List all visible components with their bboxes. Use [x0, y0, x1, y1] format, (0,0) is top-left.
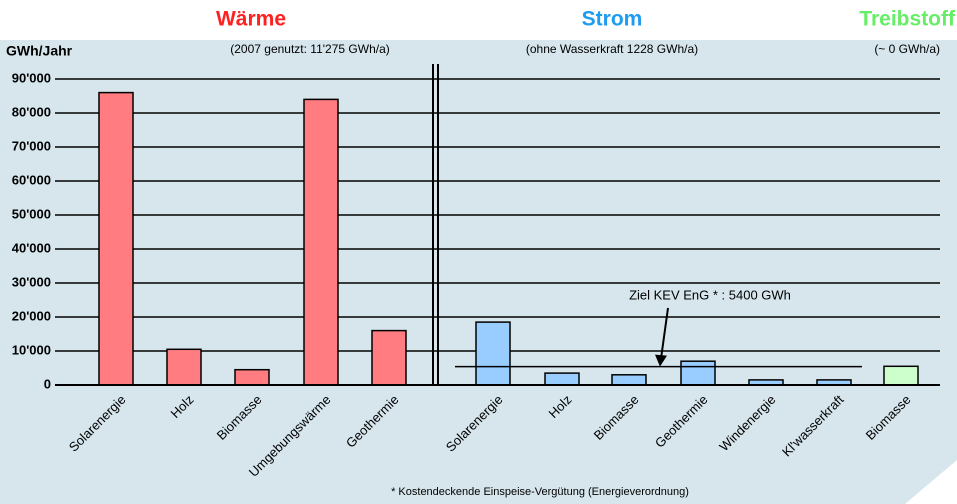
annotation-label: Ziel KEV EnG * : 5400 GWh	[629, 287, 791, 302]
group-note: (2007 genutzt: 11'275 GWh/a)	[230, 42, 390, 56]
bar	[303, 98, 339, 386]
y-tick-label: 40'000	[12, 240, 51, 255]
legend-title: Wärme	[216, 8, 286, 31]
bar	[475, 321, 511, 386]
bar	[680, 360, 716, 386]
group-note: (~ 0 GWh/a)	[874, 42, 940, 56]
legend-title: Strom	[582, 8, 643, 31]
footnote: * Kostendeckende Einspeise-Vergütung (En…	[391, 486, 689, 498]
bar	[883, 365, 919, 386]
y-tick-label: 80'000	[12, 104, 51, 119]
y-tick-label: 30'000	[12, 274, 51, 289]
bar	[166, 348, 202, 386]
bar	[98, 91, 134, 386]
bar	[371, 329, 407, 386]
group-note: (ohne Wasserkraft 1228 GWh/a)	[526, 42, 698, 56]
y-tick-label: 10'000	[12, 342, 51, 357]
y-tick-label: 50'000	[12, 206, 51, 221]
arrow-head	[655, 354, 667, 367]
arrow-shaft	[660, 307, 669, 359]
y-tick-label: 60'000	[12, 172, 51, 187]
bar	[234, 368, 270, 386]
plot-background	[0, 40, 957, 504]
y-tick-label: 0	[44, 376, 51, 391]
y-tick-label: 90'000	[12, 70, 51, 85]
y-tick-label: 20'000	[12, 308, 51, 323]
y-axis-label: GWh/Jahr	[6, 43, 73, 59]
legend-title: Treibstoff	[859, 8, 956, 31]
y-tick-label: 70'000	[12, 138, 51, 153]
bar	[544, 372, 580, 386]
bar	[611, 374, 647, 386]
